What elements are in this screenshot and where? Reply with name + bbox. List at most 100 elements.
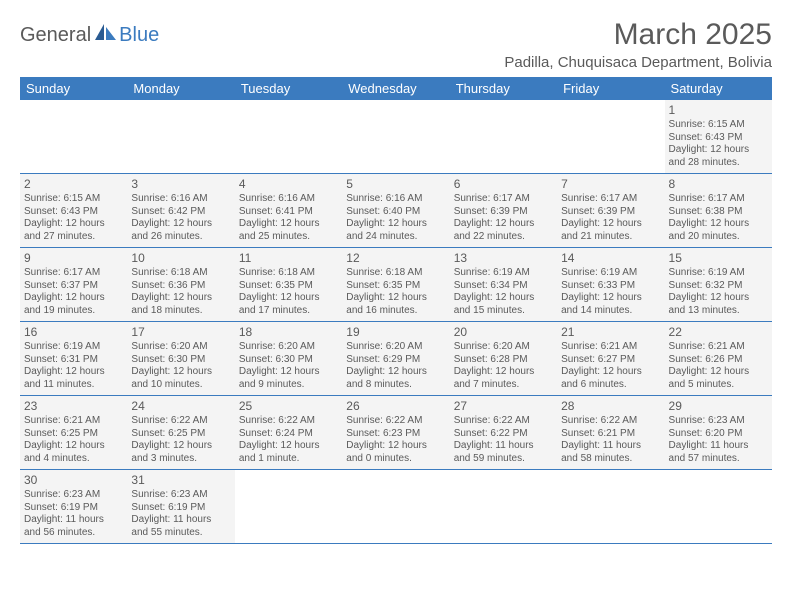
day-number: 31 bbox=[131, 473, 230, 488]
day2-text: and 13 minutes. bbox=[669, 305, 768, 318]
day1-text: Daylight: 12 hours bbox=[669, 218, 768, 231]
location-subtitle: Padilla, Chuquisaca Department, Bolivia bbox=[504, 54, 772, 71]
day2-text: and 19 minutes. bbox=[24, 305, 123, 318]
sunset-text: Sunset: 6:39 PM bbox=[561, 206, 660, 219]
empty-cell bbox=[20, 100, 127, 173]
week-row: 16Sunrise: 6:19 AMSunset: 6:31 PMDayligh… bbox=[20, 322, 772, 396]
day-number: 11 bbox=[239, 251, 338, 266]
day-cell: 1Sunrise: 6:15 AMSunset: 6:43 PMDaylight… bbox=[665, 100, 772, 173]
day-cell: 31Sunrise: 6:23 AMSunset: 6:19 PMDayligh… bbox=[127, 470, 234, 543]
day-number: 30 bbox=[24, 473, 123, 488]
sunset-text: Sunset: 6:31 PM bbox=[24, 354, 123, 367]
day2-text: and 26 minutes. bbox=[131, 231, 230, 244]
dow-cell: Monday bbox=[127, 77, 234, 100]
calendar-grid: SundayMondayTuesdayWednesdayThursdayFrid… bbox=[20, 77, 772, 544]
day-number: 3 bbox=[131, 177, 230, 192]
logo: General Blue bbox=[20, 24, 159, 47]
day-number: 2 bbox=[24, 177, 123, 192]
day-cell: 24Sunrise: 6:22 AMSunset: 6:25 PMDayligh… bbox=[127, 396, 234, 469]
day-number: 19 bbox=[346, 325, 445, 340]
day1-text: Daylight: 11 hours bbox=[131, 514, 230, 527]
day2-text: and 8 minutes. bbox=[346, 379, 445, 392]
day2-text: and 25 minutes. bbox=[239, 231, 338, 244]
sunset-text: Sunset: 6:35 PM bbox=[346, 280, 445, 293]
sunrise-text: Sunrise: 6:20 AM bbox=[131, 341, 230, 354]
day-number: 21 bbox=[561, 325, 660, 340]
day1-text: Daylight: 12 hours bbox=[346, 292, 445, 305]
day1-text: Daylight: 12 hours bbox=[131, 440, 230, 453]
day-cell: 20Sunrise: 6:20 AMSunset: 6:28 PMDayligh… bbox=[450, 322, 557, 395]
empty-cell bbox=[665, 470, 772, 543]
day-cell: 21Sunrise: 6:21 AMSunset: 6:27 PMDayligh… bbox=[557, 322, 664, 395]
sunrise-text: Sunrise: 6:15 AM bbox=[24, 193, 123, 206]
day2-text: and 11 minutes. bbox=[24, 379, 123, 392]
sunrise-text: Sunrise: 6:23 AM bbox=[24, 489, 123, 502]
day1-text: Daylight: 12 hours bbox=[454, 366, 553, 379]
empty-cell bbox=[342, 470, 449, 543]
dow-cell: Tuesday bbox=[235, 77, 342, 100]
sunset-text: Sunset: 6:37 PM bbox=[24, 280, 123, 293]
day-number: 8 bbox=[669, 177, 768, 192]
dow-cell: Saturday bbox=[665, 77, 772, 100]
day1-text: Daylight: 11 hours bbox=[24, 514, 123, 527]
sunrise-text: Sunrise: 6:17 AM bbox=[561, 193, 660, 206]
day-cell: 19Sunrise: 6:20 AMSunset: 6:29 PMDayligh… bbox=[342, 322, 449, 395]
day-cell: 8Sunrise: 6:17 AMSunset: 6:38 PMDaylight… bbox=[665, 174, 772, 247]
day-cell: 27Sunrise: 6:22 AMSunset: 6:22 PMDayligh… bbox=[450, 396, 557, 469]
sunset-text: Sunset: 6:19 PM bbox=[131, 502, 230, 515]
day-number: 13 bbox=[454, 251, 553, 266]
day-cell: 28Sunrise: 6:22 AMSunset: 6:21 PMDayligh… bbox=[557, 396, 664, 469]
logo-text-blue: Blue bbox=[119, 24, 159, 47]
day-cell: 10Sunrise: 6:18 AMSunset: 6:36 PMDayligh… bbox=[127, 248, 234, 321]
sunset-text: Sunset: 6:22 PM bbox=[454, 428, 553, 441]
day2-text: and 21 minutes. bbox=[561, 231, 660, 244]
day-number: 10 bbox=[131, 251, 230, 266]
day2-text: and 0 minutes. bbox=[346, 453, 445, 466]
sunrise-text: Sunrise: 6:23 AM bbox=[131, 489, 230, 502]
day1-text: Daylight: 12 hours bbox=[239, 366, 338, 379]
day2-text: and 17 minutes. bbox=[239, 305, 338, 318]
day-number: 18 bbox=[239, 325, 338, 340]
day-number: 25 bbox=[239, 399, 338, 414]
day2-text: and 18 minutes. bbox=[131, 305, 230, 318]
day1-text: Daylight: 12 hours bbox=[24, 366, 123, 379]
day1-text: Daylight: 12 hours bbox=[561, 292, 660, 305]
day-number: 24 bbox=[131, 399, 230, 414]
sunset-text: Sunset: 6:23 PM bbox=[346, 428, 445, 441]
day2-text: and 1 minute. bbox=[239, 453, 338, 466]
sunrise-text: Sunrise: 6:19 AM bbox=[669, 267, 768, 280]
empty-cell bbox=[450, 100, 557, 173]
day1-text: Daylight: 11 hours bbox=[669, 440, 768, 453]
empty-cell bbox=[450, 470, 557, 543]
day2-text: and 55 minutes. bbox=[131, 527, 230, 540]
sunrise-text: Sunrise: 6:18 AM bbox=[346, 267, 445, 280]
sunrise-text: Sunrise: 6:22 AM bbox=[239, 415, 338, 428]
week-row: 2Sunrise: 6:15 AMSunset: 6:43 PMDaylight… bbox=[20, 174, 772, 248]
sunset-text: Sunset: 6:34 PM bbox=[454, 280, 553, 293]
day-of-week-header: SundayMondayTuesdayWednesdayThursdayFrid… bbox=[20, 77, 772, 100]
day-number: 15 bbox=[669, 251, 768, 266]
day-cell: 29Sunrise: 6:23 AMSunset: 6:20 PMDayligh… bbox=[665, 396, 772, 469]
sunset-text: Sunset: 6:24 PM bbox=[239, 428, 338, 441]
day2-text: and 6 minutes. bbox=[561, 379, 660, 392]
day1-text: Daylight: 12 hours bbox=[131, 218, 230, 231]
day-cell: 15Sunrise: 6:19 AMSunset: 6:32 PMDayligh… bbox=[665, 248, 772, 321]
day1-text: Daylight: 12 hours bbox=[131, 292, 230, 305]
day1-text: Daylight: 12 hours bbox=[346, 440, 445, 453]
day2-text: and 15 minutes. bbox=[454, 305, 553, 318]
sunset-text: Sunset: 6:32 PM bbox=[669, 280, 768, 293]
sunrise-text: Sunrise: 6:18 AM bbox=[239, 267, 338, 280]
day2-text: and 20 minutes. bbox=[669, 231, 768, 244]
day1-text: Daylight: 12 hours bbox=[454, 292, 553, 305]
sunrise-text: Sunrise: 6:21 AM bbox=[669, 341, 768, 354]
day-cell: 6Sunrise: 6:17 AMSunset: 6:39 PMDaylight… bbox=[450, 174, 557, 247]
day1-text: Daylight: 12 hours bbox=[346, 218, 445, 231]
day2-text: and 16 minutes. bbox=[346, 305, 445, 318]
day-number: 1 bbox=[669, 103, 768, 118]
day2-text: and 5 minutes. bbox=[669, 379, 768, 392]
day-number: 26 bbox=[346, 399, 445, 414]
logo-text-general: General bbox=[20, 24, 91, 47]
sunset-text: Sunset: 6:41 PM bbox=[239, 206, 338, 219]
day-cell: 23Sunrise: 6:21 AMSunset: 6:25 PMDayligh… bbox=[20, 396, 127, 469]
day2-text: and 28 minutes. bbox=[669, 157, 768, 170]
